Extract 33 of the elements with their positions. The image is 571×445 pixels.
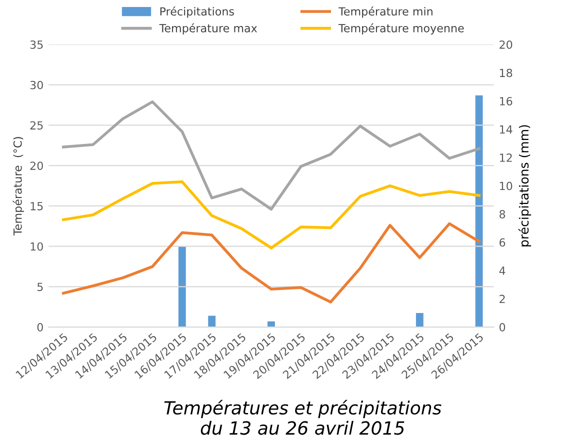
legend-label: Précipitations bbox=[160, 6, 234, 18]
y-tick-label: 30 bbox=[30, 80, 43, 90]
line-series bbox=[62, 222, 480, 304]
y-tick-label: 5 bbox=[37, 282, 43, 292]
bar bbox=[416, 312, 424, 328]
y-tick-label: 35 bbox=[30, 40, 43, 49]
y2-axis-title: précipitations (mm) bbox=[518, 125, 532, 246]
y2-tick-label: 18 bbox=[500, 68, 512, 78]
bar bbox=[208, 316, 216, 328]
y2-tick-label: 10 bbox=[500, 182, 512, 190]
y2-tick-label: 20 bbox=[500, 40, 512, 49]
y2-tick-label: 6 bbox=[500, 238, 506, 247]
bar bbox=[178, 246, 186, 328]
y2-tick-label: 0 bbox=[500, 323, 506, 332]
y-tick-label: 20 bbox=[30, 162, 43, 170]
y2-tick-label: 4 bbox=[499, 266, 506, 275]
legend-label: Température min bbox=[338, 6, 432, 18]
bar bbox=[475, 95, 483, 328]
y2-tick-label: 8 bbox=[500, 210, 506, 218]
legend-label: Température max bbox=[159, 23, 258, 34]
text: Températures et précipitations du 13 au 26 avril 2015 bbox=[164, 400, 442, 435]
y-tick-label: 10 bbox=[30, 242, 43, 251]
y-axis-title: Température (°C) bbox=[12, 137, 24, 236]
y-tick-label: 0 bbox=[37, 323, 43, 332]
y2-tick-label: 2 bbox=[500, 294, 505, 304]
y2-tick-label: 14 bbox=[500, 125, 512, 134]
y-tick-label: 15 bbox=[30, 202, 43, 210]
line-series bbox=[62, 100, 480, 211]
y2-tick-label: 16 bbox=[500, 96, 512, 106]
y2-tick-label: 12 bbox=[500, 154, 512, 162]
y-tick-label: 25 bbox=[30, 121, 43, 130]
legend-label: Température moyenne bbox=[338, 23, 464, 34]
line-series bbox=[62, 180, 480, 250]
